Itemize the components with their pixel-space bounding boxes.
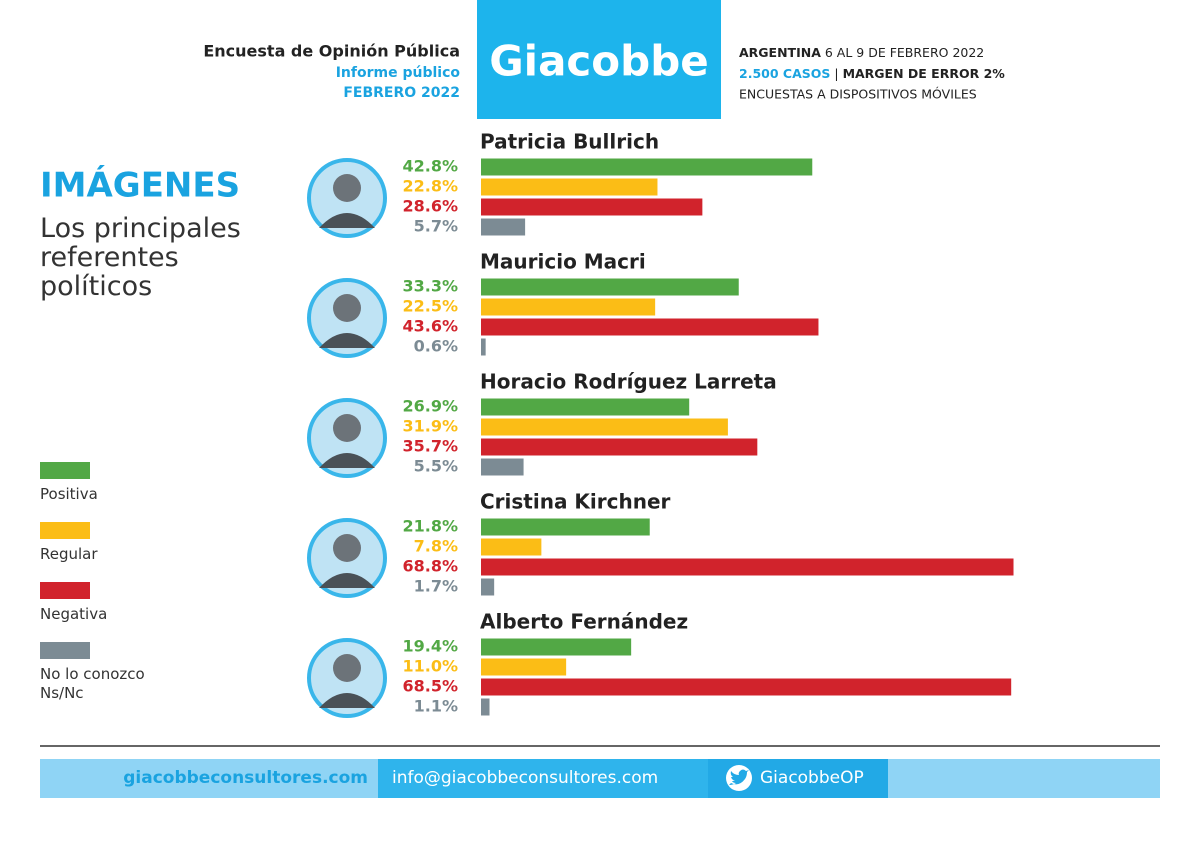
brand: Giacobbe bbox=[489, 37, 709, 86]
chart-title: IMÁGENES bbox=[40, 165, 240, 206]
month: FEBRERO 2022 bbox=[343, 85, 460, 101]
candidate-name: Horacio Rodríguez Larreta bbox=[480, 370, 777, 394]
method: ENCUESTAS A DISPOSITIVOS MÓVILES bbox=[739, 87, 977, 102]
value-label: 28.6% bbox=[402, 197, 458, 216]
value-label: 22.8% bbox=[402, 177, 458, 196]
bar bbox=[481, 558, 1014, 576]
value-label: 35.7% bbox=[402, 437, 458, 456]
candidate-name: Alberto Fernández bbox=[480, 610, 688, 634]
bar bbox=[481, 678, 1012, 696]
bar bbox=[481, 178, 658, 196]
candidate-name: Cristina Kirchner bbox=[480, 490, 671, 514]
bar bbox=[481, 538, 542, 556]
legend-swatch bbox=[40, 642, 90, 659]
value-label: 5.7% bbox=[414, 217, 458, 236]
legend-swatch bbox=[40, 462, 90, 479]
value-label: 0.6% bbox=[414, 337, 458, 356]
cases: 2.500 CASOS bbox=[739, 66, 830, 81]
bar bbox=[481, 518, 650, 536]
bar bbox=[481, 458, 524, 476]
value-label: 19.4% bbox=[402, 637, 458, 656]
margin: MARGEN DE ERROR 2% bbox=[843, 66, 1006, 81]
bar bbox=[481, 198, 703, 216]
legend-label: Regular bbox=[40, 545, 98, 563]
value-label: 68.5% bbox=[402, 677, 458, 696]
value-label: 42.8% bbox=[402, 157, 458, 176]
report: Informe público bbox=[336, 65, 461, 81]
value-label: 1.7% bbox=[414, 577, 458, 596]
value-label: 26.9% bbox=[402, 397, 458, 416]
subtitle: Los principales referentes políticos bbox=[40, 213, 241, 302]
footer-twitter[interactable]: GiacobbeOP bbox=[760, 768, 864, 788]
bar bbox=[481, 298, 656, 316]
value-label: 5.5% bbox=[414, 457, 458, 476]
bar bbox=[481, 438, 758, 456]
country: ARGENTINA bbox=[739, 45, 821, 60]
bar bbox=[481, 318, 819, 336]
photo-head bbox=[333, 294, 361, 322]
dates: 6 AL 9 DE FEBRERO 2022 bbox=[825, 45, 984, 60]
header-line: 2.500 CASOS | MARGEN DE ERROR 2% bbox=[739, 66, 1005, 81]
bar bbox=[481, 338, 486, 356]
photo-body bbox=[319, 213, 375, 228]
candidate-name: Mauricio Macri bbox=[480, 250, 646, 274]
bar bbox=[481, 398, 690, 416]
footer-email-box bbox=[378, 759, 708, 798]
legend-label: Positiva bbox=[40, 485, 98, 503]
brand-box bbox=[477, 0, 721, 119]
photo-head bbox=[333, 414, 361, 442]
twitter-bird bbox=[729, 769, 749, 785]
value-label: 33.3% bbox=[402, 277, 458, 296]
photo-body bbox=[319, 573, 375, 588]
photo-body bbox=[319, 693, 375, 708]
photo-body bbox=[319, 333, 375, 348]
legend-swatch bbox=[40, 522, 90, 539]
bar bbox=[481, 658, 567, 676]
footer-web[interactable]: giacobbeconsultores.com bbox=[123, 768, 368, 788]
value-label: 22.5% bbox=[402, 297, 458, 316]
value-label: 68.8% bbox=[402, 557, 458, 576]
photo-head bbox=[333, 534, 361, 562]
legend-label: Negativa bbox=[40, 605, 108, 623]
legend-swatch bbox=[40, 582, 90, 599]
value-label: 1.1% bbox=[414, 697, 458, 716]
bar bbox=[481, 578, 495, 596]
bar bbox=[481, 698, 490, 716]
photo-body bbox=[319, 453, 375, 468]
survey: Encuesta de Opinión Pública bbox=[203, 42, 460, 61]
value-label: 31.9% bbox=[402, 417, 458, 436]
bar bbox=[481, 278, 739, 296]
bar bbox=[481, 218, 526, 236]
value-label: 11.0% bbox=[402, 657, 458, 676]
bar bbox=[481, 638, 632, 656]
value-label: 21.8% bbox=[402, 517, 458, 536]
bar bbox=[481, 418, 728, 436]
value-label: 43.6% bbox=[402, 317, 458, 336]
separator: | bbox=[834, 66, 838, 81]
photo-head bbox=[333, 174, 361, 202]
bar bbox=[481, 158, 813, 176]
value-label: 7.8% bbox=[414, 537, 458, 556]
header-line: ARGENTINA 6 AL 9 DE FEBRERO 2022 bbox=[739, 45, 984, 60]
legend-label: No lo conozco Ns/Nc bbox=[40, 665, 145, 702]
photo-head bbox=[333, 654, 361, 682]
candidate-name: Patricia Bullrich bbox=[480, 130, 659, 154]
footer-email[interactable]: info@giacobbeconsultores.com bbox=[392, 768, 658, 788]
